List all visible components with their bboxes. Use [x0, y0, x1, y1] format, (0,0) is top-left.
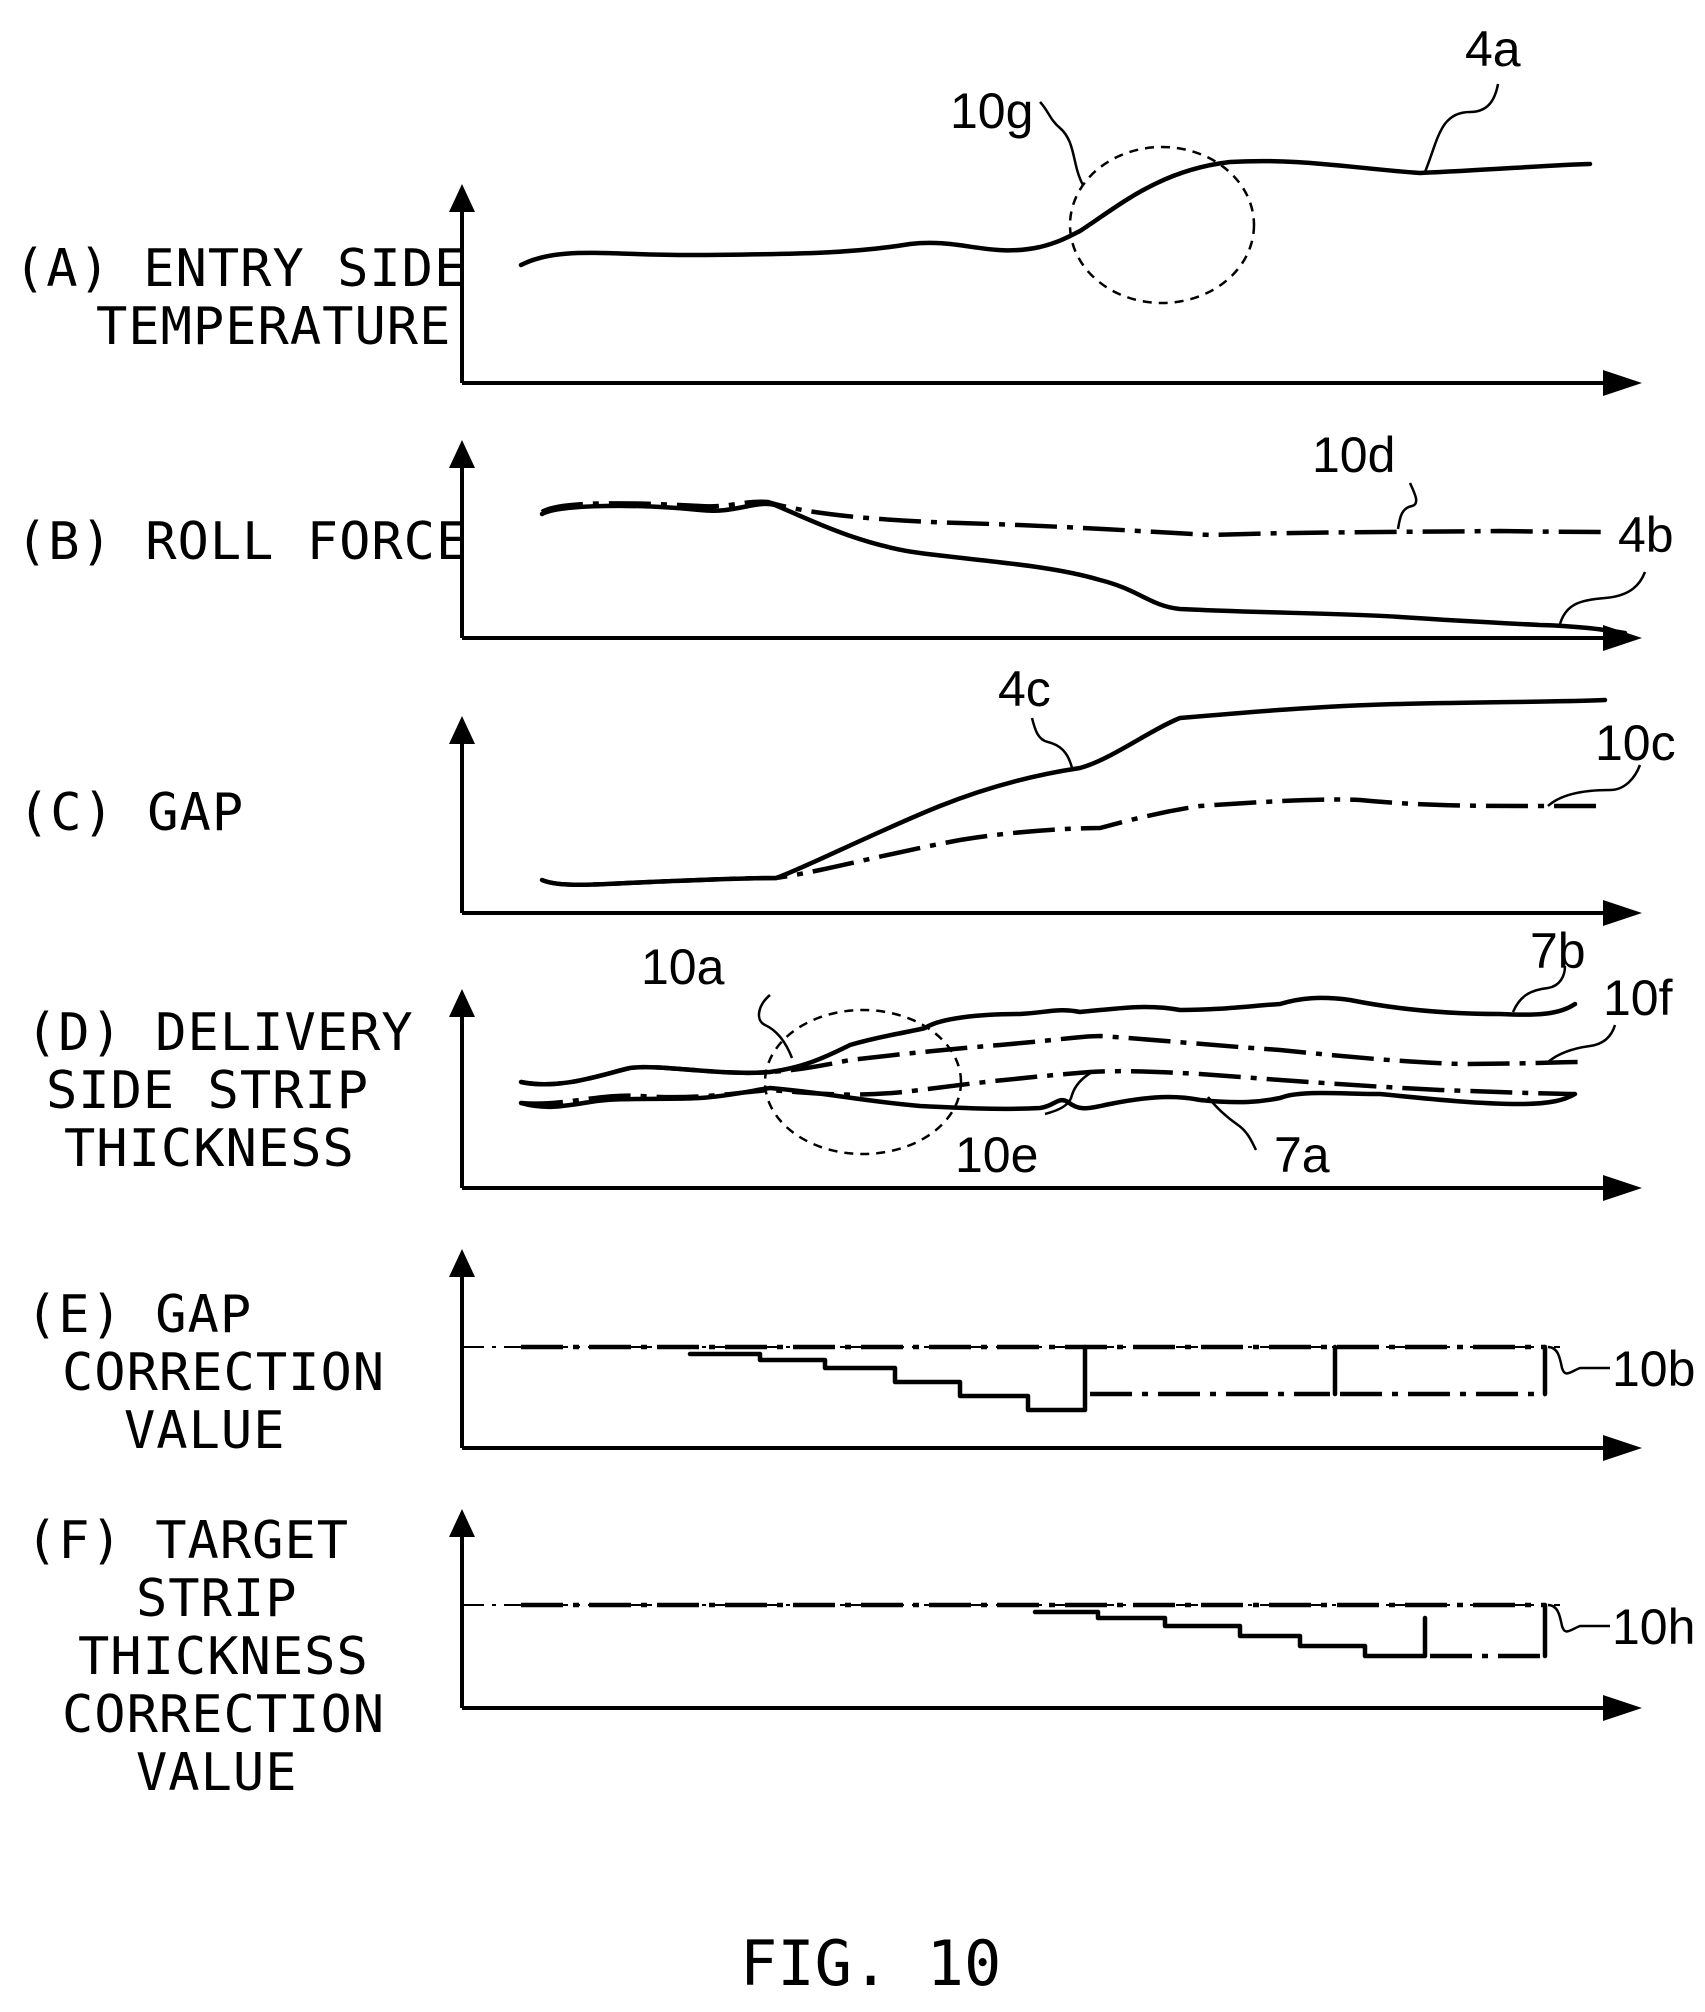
curve-10d — [540, 499, 1606, 538]
ref-10e: 10e — [955, 1127, 1038, 1183]
step-10h — [1032, 1609, 1428, 1659]
leader-10d — [1396, 482, 1418, 530]
leader-4c — [1030, 717, 1074, 769]
panel-a-label: (A) ENTRY SIDE TEMPERATURE — [14, 239, 499, 357]
leader-10g — [1039, 101, 1085, 186]
leader-10b — [1547, 1345, 1610, 1375]
panel-b-label-line-1: (B) ROLL FORCE — [16, 512, 468, 572]
leader-4a — [1423, 83, 1500, 173]
panel-d-delivery-side-strip-thickness: (D) DELIVERY SIDE STRIP THICKNESS 10a 7b… — [26, 923, 1673, 1201]
step-10b — [687, 1344, 1088, 1413]
panel-b-y-arrow — [449, 440, 475, 468]
panel-a-entry-side-temperature: (A) ENTRY SIDE TEMPERATURE 4a 10g — [14, 21, 1642, 396]
panel-f-label-line-2: STRIP — [136, 1569, 298, 1629]
panel-c-label-line-1: (C) GAP — [18, 783, 244, 843]
panel-b-roll-force: (B) ROLL FORCE 10d 4b — [16, 427, 1674, 651]
panel-f-y-arrow — [449, 1509, 475, 1537]
panel-c-x-arrow — [1603, 900, 1642, 926]
ref-10h: 10h — [1612, 1599, 1695, 1655]
panel-d-label-line-3: THICKNESS — [64, 1119, 355, 1179]
panel-e-label: (E) GAP CORRECTION VALUE — [26, 1285, 417, 1461]
panel-d-label: (D) DELIVERY SIDE STRIP THICKNESS — [26, 1003, 446, 1179]
curve-4a — [518, 158, 1593, 268]
ref-10b: 10b — [1612, 1341, 1695, 1397]
circle-10g — [1068, 145, 1256, 305]
panel-f-target-strip-thickness-correction-value: (F) TARGET STRIP THICKNESS CORRECTION VA… — [26, 1509, 1695, 1803]
leader-10h — [1547, 1603, 1610, 1633]
panel-f-label-line-4: CORRECTION — [62, 1685, 385, 1745]
ref-4c: 4c — [998, 661, 1051, 717]
panel-c-gap: (C) GAP 4c 10c — [18, 661, 1676, 926]
ref-10d: 10d — [1312, 427, 1395, 483]
leader-10a — [757, 994, 794, 1059]
ref-4a: 4a — [1465, 21, 1521, 77]
ref-10f: 10f — [1603, 970, 1673, 1026]
panel-e-label-line-2: CORRECTION — [62, 1343, 385, 1403]
panel-f-label-line-3: THICKNESS — [78, 1627, 369, 1687]
panel-e-y-arrow — [449, 1249, 475, 1277]
panel-d-x-arrow — [1603, 1175, 1642, 1201]
panel-f-x-arrow — [1603, 1695, 1642, 1721]
panel-e-label-line-3: VALUE — [124, 1401, 286, 1461]
leader-10c — [1547, 764, 1642, 807]
panel-b-label: (B) ROLL FORCE — [16, 512, 468, 572]
ref-4b: 4b — [1618, 507, 1674, 563]
panel-a-label-line-1: (A) ENTRY SIDE — [14, 239, 466, 299]
panel-a-label-line-2: TEMPERATURE — [96, 297, 451, 357]
panel-f-label-line-1: (F) TARGET — [26, 1511, 349, 1571]
panel-c-y-arrow — [449, 716, 475, 744]
ref-10a: 10a — [641, 939, 725, 995]
curve-10c — [541, 797, 1600, 888]
panel-d-label-line-1: (D) DELIVERY — [26, 1003, 414, 1063]
leader-7a — [1207, 1096, 1258, 1151]
panel-f-label-line-5: VALUE — [136, 1743, 298, 1803]
panel-f-label: (F) TARGET STRIP THICKNESS CORRECTION VA… — [26, 1511, 417, 1803]
figure-caption: FIG. 10 — [740, 1927, 1001, 2000]
circle-10a — [763, 1008, 963, 1156]
panel-a-y-arrow — [449, 184, 475, 212]
panel-e-x-arrow — [1603, 1435, 1642, 1461]
leader-7b — [1511, 965, 1567, 1013]
leader-4b — [1558, 571, 1647, 625]
ref-7a: 7a — [1274, 1127, 1330, 1183]
panel-a-x-arrow — [1603, 370, 1642, 396]
panel-e-label-line-1: (E) GAP — [26, 1285, 252, 1345]
ref-10g: 10g — [950, 83, 1033, 139]
curve-4b — [539, 501, 1628, 636]
curve-4c — [539, 697, 1608, 888]
panel-e-gap-correction-value: (E) GAP CORRECTION VALUE 10b — [26, 1249, 1695, 1461]
curve-10f — [520, 1033, 1581, 1087]
leader-10f — [1547, 1024, 1617, 1063]
leader-10e — [1044, 1070, 1093, 1116]
panel-d-y-arrow — [449, 989, 475, 1017]
curve-7a — [518, 1085, 1578, 1112]
ref-7b: 7b — [1530, 923, 1586, 979]
panel-c-label: (C) GAP — [18, 783, 244, 843]
panel-d-label-line-2: SIDE STRIP — [46, 1061, 369, 1121]
ref-10c: 10c — [1595, 715, 1676, 771]
